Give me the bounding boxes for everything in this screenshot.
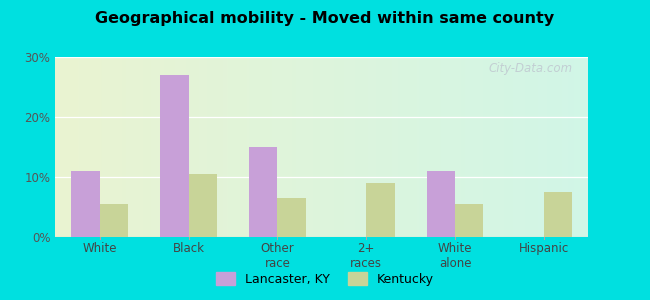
- Bar: [188, 174, 217, 237]
- Bar: [366, 183, 395, 237]
- Bar: [72, 171, 99, 237]
- Bar: [278, 198, 306, 237]
- Legend: Lancaster, KY, Kentucky: Lancaster, KY, Kentucky: [211, 267, 439, 291]
- Bar: [249, 147, 278, 237]
- Bar: [426, 171, 455, 237]
- Text: Geographical mobility - Moved within same county: Geographical mobility - Moved within sam…: [96, 11, 554, 26]
- Bar: [99, 204, 128, 237]
- Bar: [160, 75, 188, 237]
- Bar: [455, 204, 484, 237]
- Text: City-Data.com: City-Data.com: [488, 62, 572, 75]
- Bar: [544, 192, 572, 237]
